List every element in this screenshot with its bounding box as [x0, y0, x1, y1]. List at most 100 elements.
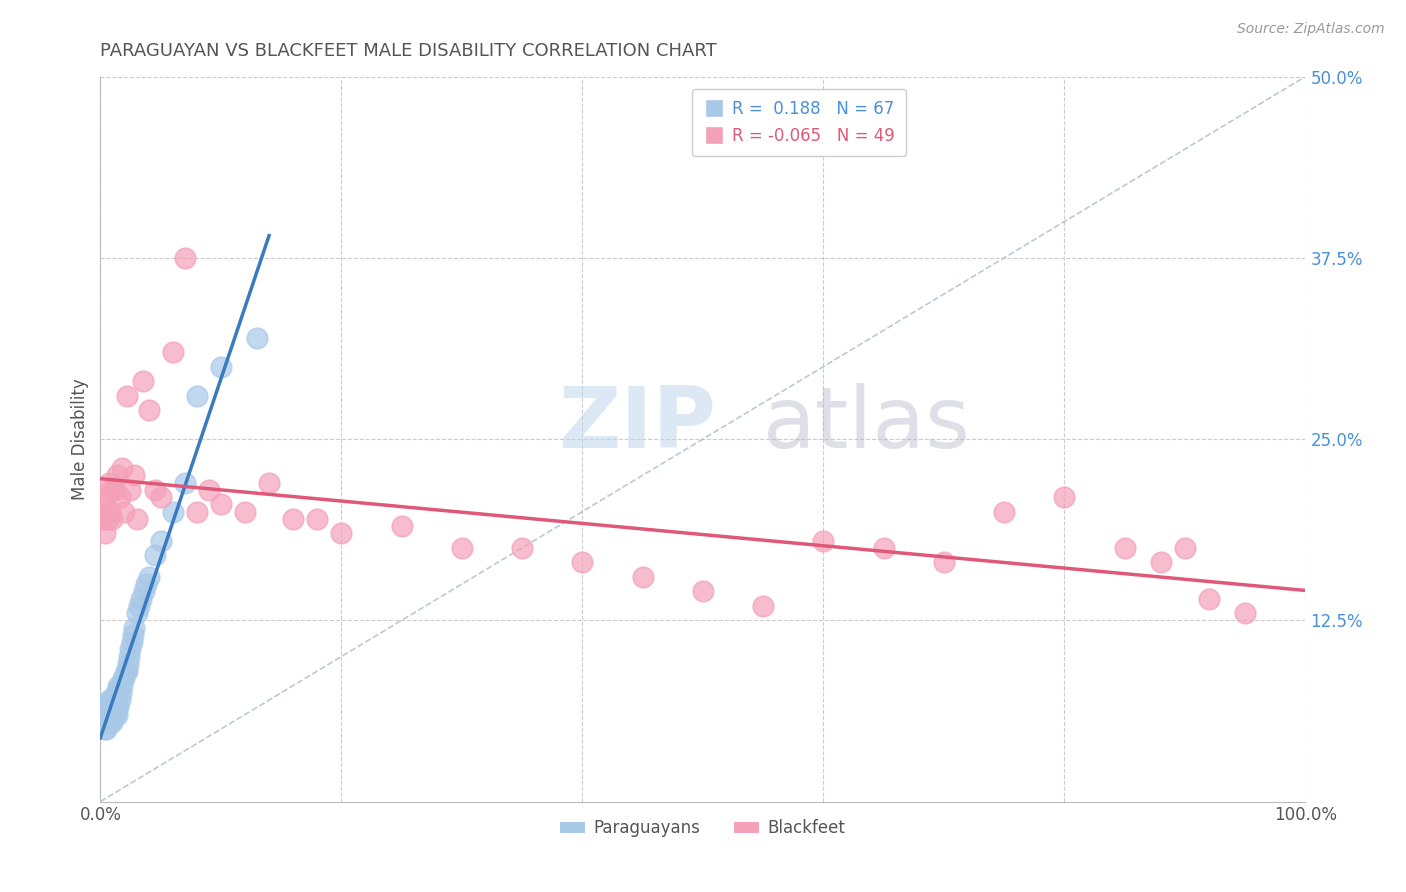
Point	[330, 526, 353, 541]
Point	[97, 700, 120, 714]
Point	[391, 519, 413, 533]
Point	[121, 635, 143, 649]
Point	[98, 700, 121, 714]
Point	[97, 512, 120, 526]
Point	[813, 533, 835, 548]
Point	[91, 707, 114, 722]
Point	[111, 461, 134, 475]
Point	[98, 714, 121, 729]
Point	[105, 700, 128, 714]
Point	[307, 512, 329, 526]
Point	[108, 679, 131, 693]
Point	[128, 599, 150, 613]
Point	[104, 693, 127, 707]
Text: PARAGUAYAN VS BLACKFEET MALE DISABILITY CORRELATION CHART: PARAGUAYAN VS BLACKFEET MALE DISABILITY …	[100, 42, 717, 60]
Point	[122, 628, 145, 642]
Point	[112, 671, 135, 685]
Point	[114, 664, 136, 678]
Point	[101, 714, 124, 729]
Point	[93, 714, 115, 729]
Point	[149, 533, 172, 548]
Point	[115, 664, 138, 678]
Point	[125, 512, 148, 526]
Point	[104, 707, 127, 722]
Point	[143, 548, 166, 562]
Point	[111, 679, 134, 693]
Point	[233, 505, 256, 519]
Point	[143, 483, 166, 497]
Point	[209, 497, 232, 511]
Point	[132, 584, 155, 599]
Point	[105, 468, 128, 483]
Point	[108, 693, 131, 707]
Point	[97, 693, 120, 707]
Point	[97, 707, 120, 722]
Point	[94, 526, 117, 541]
Point	[117, 657, 139, 671]
Point	[571, 555, 593, 569]
Point	[94, 707, 117, 722]
Point	[283, 512, 305, 526]
Point	[108, 490, 131, 504]
Point	[96, 722, 118, 736]
Point	[1053, 490, 1076, 504]
Point	[131, 591, 153, 606]
Point	[104, 483, 127, 497]
Text: Source: ZipAtlas.com: Source: ZipAtlas.com	[1237, 22, 1385, 37]
Point	[107, 700, 129, 714]
Point	[138, 570, 160, 584]
Point	[97, 475, 120, 490]
Point	[131, 374, 153, 388]
Point	[186, 505, 208, 519]
Point	[138, 403, 160, 417]
Point	[98, 505, 121, 519]
Point	[135, 577, 157, 591]
Point	[118, 649, 141, 664]
Point	[125, 606, 148, 620]
Point	[1198, 591, 1220, 606]
Y-axis label: Male Disability: Male Disability	[72, 378, 89, 500]
Point	[122, 468, 145, 483]
Legend: Paraguayans, Blackfeet: Paraguayans, Blackfeet	[554, 813, 852, 844]
Point	[510, 541, 533, 555]
Point	[100, 693, 122, 707]
Point	[1114, 541, 1136, 555]
Point	[872, 541, 894, 555]
Point	[94, 714, 117, 729]
Point	[186, 388, 208, 402]
Point	[101, 512, 124, 526]
Point	[173, 251, 195, 265]
Point	[450, 541, 472, 555]
Point	[257, 475, 280, 490]
Point	[97, 700, 120, 714]
Point	[96, 700, 118, 714]
Point	[1234, 606, 1257, 620]
Point	[115, 388, 138, 402]
Point	[101, 700, 124, 714]
Point	[198, 483, 221, 497]
Point	[209, 359, 232, 374]
Point	[100, 714, 122, 729]
Point	[103, 693, 125, 707]
Point	[96, 707, 118, 722]
Point	[90, 714, 112, 729]
Point	[105, 686, 128, 700]
Text: ZIP: ZIP	[558, 383, 716, 467]
Point	[96, 490, 118, 504]
Point	[246, 330, 269, 344]
Point	[97, 714, 120, 729]
Point	[932, 555, 955, 569]
Point	[100, 483, 122, 497]
Point	[98, 707, 121, 722]
Point	[993, 505, 1015, 519]
Point	[631, 570, 654, 584]
Point	[94, 722, 117, 736]
Point	[692, 584, 714, 599]
Point	[93, 497, 115, 511]
Point	[173, 475, 195, 490]
Point	[97, 714, 120, 729]
Point	[120, 483, 142, 497]
Point	[752, 599, 775, 613]
Point	[110, 686, 132, 700]
Point	[100, 707, 122, 722]
